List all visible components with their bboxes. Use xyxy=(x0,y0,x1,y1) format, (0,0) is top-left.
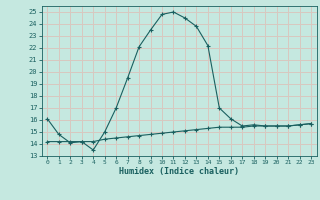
X-axis label: Humidex (Indice chaleur): Humidex (Indice chaleur) xyxy=(119,167,239,176)
